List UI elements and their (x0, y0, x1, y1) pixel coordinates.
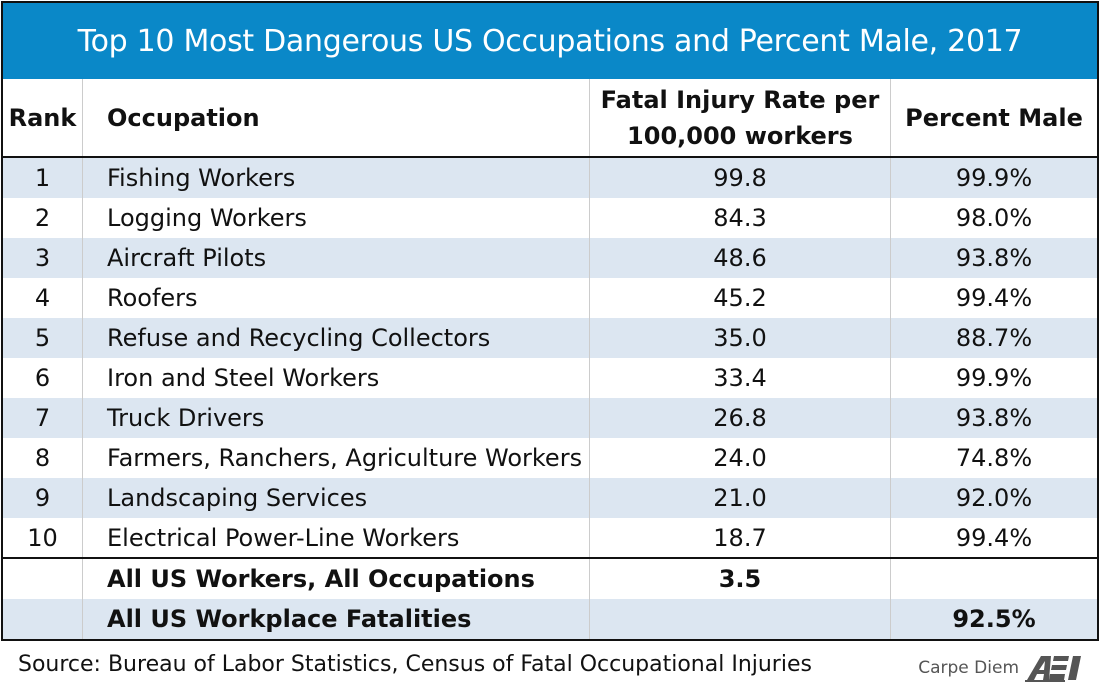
table-row: 2 Logging Workers 84.3 98.0% (3, 198, 1097, 238)
header-rate-line2: 100,000 workers (627, 121, 853, 150)
brand: Carpe Diem (918, 654, 1085, 682)
cell-rank: 7 (3, 398, 83, 438)
cell-fatal-injury-rate: 84.3 (590, 198, 891, 238)
table-row: 1 Fishing Workers 99.8 99.9% (3, 158, 1097, 198)
table-row: 3 Aircraft Pilots 48.6 93.8% (3, 238, 1097, 278)
cell-occupation: All US Workers, All Occupations (83, 559, 590, 599)
header-rate-line1: Fatal Injury Rate per (600, 85, 880, 114)
cell-rank: 10 (3, 518, 83, 557)
cell-occupation: Roofers (83, 278, 590, 318)
cell-fatal-injury-rate: 99.8 (590, 158, 891, 198)
cell-fatal-injury-rate: 45.2 (590, 278, 891, 318)
cell-occupation: All US Workplace Fatalities (83, 599, 590, 639)
cell-fatal-injury-rate (590, 599, 891, 639)
cell-occupation: Farmers, Ranchers, Agriculture Workers (83, 438, 590, 478)
cell-occupation: Electrical Power-Line Workers (83, 518, 590, 557)
table-row: 8 Farmers, Ranchers, Agriculture Workers 2… (3, 438, 1097, 478)
header-percent-male: Percent Male (905, 103, 1083, 132)
cell-percent-male: 99.4% (955, 284, 1033, 312)
header-rank: Rank (3, 79, 83, 156)
total-row: All US Workers, All Occupations 3.5 (3, 559, 1097, 599)
cell-percent-male: 99.4% (955, 523, 1033, 552)
cell-rank: 4 (3, 278, 83, 318)
cell-occupation: Iron and Steel Workers (83, 358, 590, 398)
table-row: 7 Truck Drivers 26.8 93.8% (3, 398, 1097, 438)
table-row: 10 Electrical Power-Line Workers 18.7 99.4% (3, 518, 1097, 559)
cell-percent-male: 74.8% (955, 444, 1033, 472)
cell-rank: 1 (3, 158, 83, 198)
table-row: 6 Iron and Steel Workers 33.4 99.9% (3, 358, 1097, 398)
cell-occupation: Logging Workers (83, 198, 590, 238)
header-occupation: Occupation (83, 79, 590, 156)
header-fatal-injury-rate: Fatal Injury Rate per 100,000 workers (590, 79, 891, 156)
cell-percent-male: 93.8% (955, 404, 1033, 432)
data-table: Top 10 Most Dangerous US Occupations and… (1, 1, 1099, 641)
cell-occupation: Refuse and Recycling Collectors (83, 318, 590, 358)
cell-rank: 3 (3, 238, 83, 278)
source-note: Source: Bureau of Labor Statistics, Cens… (18, 652, 812, 677)
cell-percent-male (891, 559, 1097, 599)
table-row: 4 Roofers 45.2 99.4% (3, 278, 1097, 318)
cell-percent-male: 99.9% (955, 364, 1033, 392)
table-row: 9 Landscaping Services 21.0 92.0% (3, 478, 1097, 518)
cell-fatal-injury-rate: 48.6 (590, 238, 891, 278)
cell-occupation: Aircraft Pilots (83, 238, 590, 278)
cell-percent-male: 98.0% (955, 204, 1033, 232)
cell-rank: 6 (3, 358, 83, 398)
cell-rank (3, 599, 83, 639)
cell-occupation: Fishing Workers (83, 158, 590, 198)
cell-percent-male: 99.9% (955, 164, 1033, 192)
aei-logo-icon (1025, 656, 1081, 682)
table-body: 1 Fishing Workers 99.8 99.9% 2 Logging Worker… (3, 158, 1097, 639)
total-row: All US Workplace Fatalities 92.5% (3, 599, 1097, 639)
table-title: Top 10 Most Dangerous US Occupations and… (3, 3, 1097, 79)
cell-rank: 8 (3, 438, 83, 478)
cell-fatal-injury-rate: 3.5 (590, 559, 891, 599)
cell-fatal-injury-rate: 24.0 (590, 438, 891, 478)
cell-fatal-injury-rate: 21.0 (590, 478, 891, 518)
cell-percent-male: 93.8% (955, 244, 1033, 272)
cell-percent-male: 92.5% (952, 605, 1036, 633)
cell-fatal-injury-rate: 26.8 (590, 398, 891, 438)
cell-fatal-injury-rate: 35.0 (590, 318, 891, 358)
brand-name: Carpe Diem (918, 658, 1019, 678)
cell-percent-male: 88.7% (955, 324, 1033, 352)
cell-rank: 5 (3, 318, 83, 358)
table-header-row: Rank Occupation Fatal Injury Rate per 10… (3, 79, 1097, 158)
cell-occupation: Truck Drivers (83, 398, 590, 438)
table-row: 5 Refuse and Recycling Collectors 35.0 88.7… (3, 318, 1097, 358)
cell-fatal-injury-rate: 33.4 (590, 358, 891, 398)
cell-rank: 2 (3, 198, 83, 238)
cell-occupation: Landscaping Services (83, 478, 590, 518)
cell-rank: 9 (3, 478, 83, 518)
cell-percent-male: 92.0% (955, 484, 1033, 512)
cell-rank (3, 559, 83, 599)
cell-fatal-injury-rate: 18.7 (590, 518, 891, 557)
